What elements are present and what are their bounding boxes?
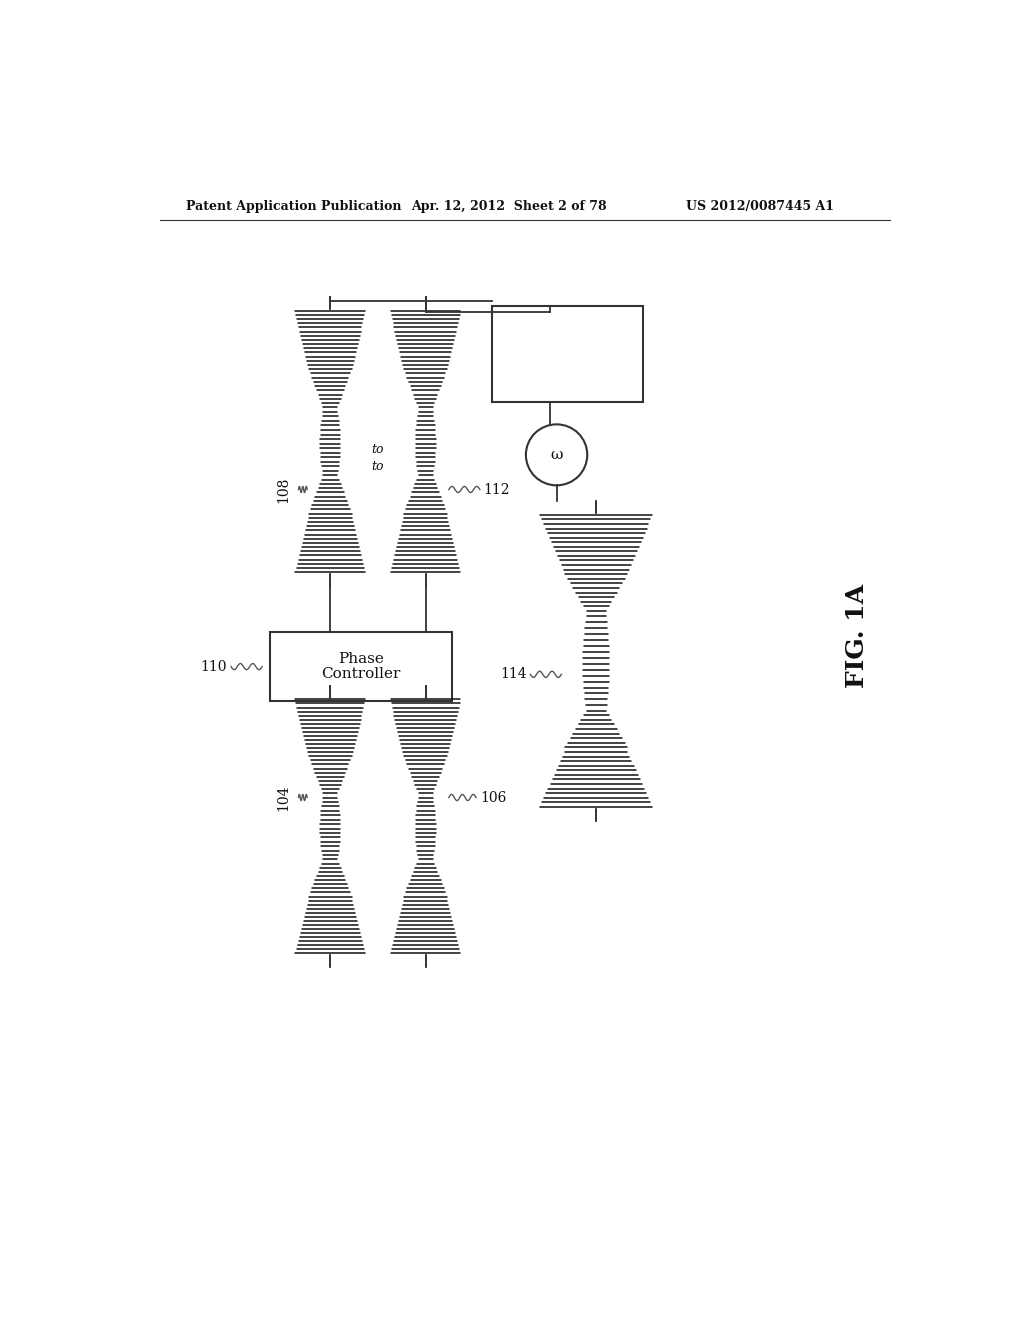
Text: US 2012/0087445 A1: US 2012/0087445 A1	[686, 199, 834, 213]
Bar	[493, 306, 643, 403]
Text: ω: ω	[550, 447, 563, 462]
Text: Controller: Controller	[322, 668, 400, 681]
Text: 110: 110	[201, 660, 227, 673]
Text: 108: 108	[276, 477, 291, 503]
Text: 112: 112	[483, 483, 510, 496]
Text: to: to	[372, 444, 384, 455]
Text: FIG. 1A: FIG. 1A	[845, 583, 868, 688]
Text: Apr. 12, 2012  Sheet 2 of 78: Apr. 12, 2012 Sheet 2 of 78	[411, 199, 606, 213]
Text: 114: 114	[500, 668, 526, 681]
Text: 104: 104	[276, 784, 291, 810]
Text: to: to	[372, 459, 384, 473]
Text: Patent Application Publication: Patent Application Publication	[186, 199, 401, 213]
Text: 106: 106	[480, 791, 506, 804]
Bar	[270, 632, 452, 701]
Text: Phase: Phase	[338, 652, 384, 665]
